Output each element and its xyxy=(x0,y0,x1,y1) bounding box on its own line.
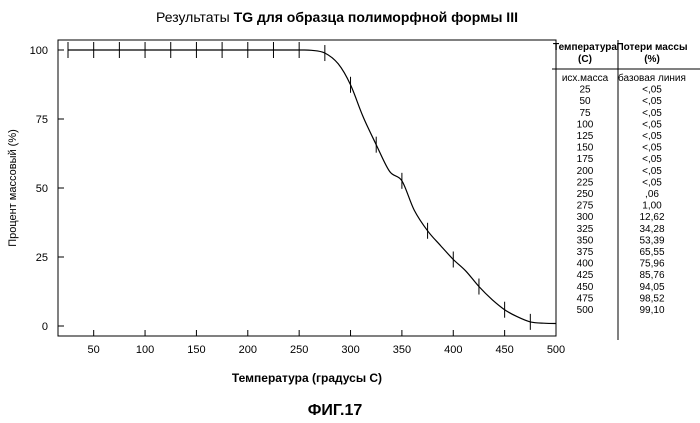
x-axis-label: Температура (градусы С) xyxy=(232,371,382,385)
x-tick-label: 200 xyxy=(239,344,257,356)
table-cell-loss: <,05 xyxy=(642,166,662,177)
table-cell-temp: 50 xyxy=(579,96,591,107)
y-tick-label: 50 xyxy=(36,183,48,195)
table-cell-loss: 53,39 xyxy=(639,235,664,246)
y-tick-label: 0 xyxy=(42,321,48,333)
table-cell-temp: 175 xyxy=(577,154,594,165)
table-cell-temp: 125 xyxy=(577,131,594,142)
table-cell-temp: исх.масса xyxy=(562,73,609,84)
x-tick-label: 150 xyxy=(187,344,205,356)
table-cell-temp: 475 xyxy=(577,293,594,304)
chart-title: Результаты TG для образца полиморфной фо… xyxy=(156,9,518,25)
x-tick-label: 350 xyxy=(393,344,411,356)
table-cell-loss: 1,00 xyxy=(642,201,662,212)
table-cell-loss: ,06 xyxy=(645,189,659,200)
table-cell-temp: 25 xyxy=(579,85,591,96)
tg-curve xyxy=(68,50,556,324)
table-cell-temp: 350 xyxy=(577,235,594,246)
y-tick-label: 75 xyxy=(36,114,48,126)
table-header-loss-line1: Потери массы xyxy=(616,42,687,53)
table-cell-temp: 225 xyxy=(577,177,594,188)
table-cell-loss: <,05 xyxy=(642,143,662,154)
table-cell-temp: 75 xyxy=(579,108,591,119)
table-cell-temp: 325 xyxy=(577,224,594,235)
chart-title-bold: TG для образца полиморфной формы III xyxy=(234,9,518,25)
table-cell-temp: 250 xyxy=(577,189,594,200)
x-tick-label: 300 xyxy=(341,344,359,356)
y-axis-label: Процент массовый (%) xyxy=(7,129,19,247)
table-cell-loss: <,05 xyxy=(642,85,662,96)
table-cell-temp: 275 xyxy=(577,201,594,212)
table-header-loss: Потери массы(%) xyxy=(616,42,687,65)
table-rows: исх.масса базовая линия 25 <,05 50 <,05 75 <,05… xyxy=(562,72,686,316)
table-cell-loss: <,05 xyxy=(642,119,662,130)
table-header-temp: Температура(С) xyxy=(553,42,617,65)
table-cell-temp: 375 xyxy=(577,247,594,258)
table-cell-loss: <,05 xyxy=(642,108,662,119)
table-cell-loss: 99,10 xyxy=(639,305,664,316)
table-cell-loss: 98,52 xyxy=(639,293,664,304)
x-ticks: 50 100 150 200 250 300 350 400 450 500 xyxy=(88,330,566,356)
table-cell-loss: 94,05 xyxy=(639,282,664,293)
table-cell-loss: <,05 xyxy=(642,131,662,142)
chart-title-plain: Результаты xyxy=(156,9,234,25)
figure-label: ФИГ.17 xyxy=(308,402,363,419)
table-cell-loss: <,05 xyxy=(642,177,662,188)
table-cell-loss: 85,76 xyxy=(639,270,664,281)
table-header-loss-line2: (%) xyxy=(644,54,660,65)
table-cell-temp: 200 xyxy=(577,166,594,177)
x-tick-label: 50 xyxy=(88,344,100,356)
error-bars xyxy=(68,42,556,332)
table-cell-loss: 34,28 xyxy=(639,224,664,235)
table-cell-loss: <,05 xyxy=(642,96,662,107)
plot-area xyxy=(58,40,556,336)
table-cell-temp: 100 xyxy=(577,119,594,130)
x-tick-label: 250 xyxy=(290,344,308,356)
table-cell-temp: 500 xyxy=(577,305,594,316)
y-ticks: 0 25 50 75 100 xyxy=(30,45,64,333)
y-tick-label: 25 xyxy=(36,252,48,264)
table-header-temp-line2: (С) xyxy=(578,54,592,65)
table-cell-temp: 450 xyxy=(577,282,594,293)
table-cell-loss: базовая линия xyxy=(618,72,686,84)
x-tick-label: 400 xyxy=(444,344,462,356)
table-header-temp-line1: Температура xyxy=(553,42,617,53)
table-cell-temp: 400 xyxy=(577,259,594,270)
table-cell-loss: 65,55 xyxy=(639,247,664,258)
table-cell-loss: <,05 xyxy=(642,154,662,165)
x-tick-label: 500 xyxy=(547,344,565,356)
table-cell-loss: 75,96 xyxy=(639,259,664,270)
table-cell-temp: 425 xyxy=(577,270,594,281)
y-tick-label: 100 xyxy=(30,45,48,57)
x-tick-label: 450 xyxy=(495,344,513,356)
x-tick-label: 100 xyxy=(136,344,154,356)
table-cell-temp: 300 xyxy=(577,212,594,223)
table-cell-loss: 12,62 xyxy=(639,212,664,223)
table-cell-temp: 150 xyxy=(577,143,594,154)
